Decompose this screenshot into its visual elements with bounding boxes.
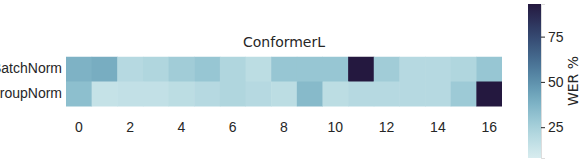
tick-label: 4 <box>178 119 186 135</box>
cell <box>143 57 169 83</box>
colorbar-label: WER % <box>565 56 581 106</box>
tick-mark <box>541 37 545 38</box>
cell <box>425 82 451 107</box>
cell <box>246 82 272 107</box>
tick: 4 <box>178 107 186 136</box>
colorbar <box>528 4 541 158</box>
title: ConformerL <box>243 34 325 50</box>
cell <box>297 57 323 83</box>
cell <box>348 57 374 83</box>
tick: 12 <box>379 107 395 136</box>
tick: 14 <box>430 107 446 136</box>
tick-label: 16 <box>481 119 497 135</box>
tick: 8 <box>280 107 288 136</box>
tick-label: 0 <box>75 119 83 135</box>
y-axis: BatchNorm GroupNorm <box>0 57 67 107</box>
tick-label: 12 <box>379 119 395 135</box>
tick-label: 2 <box>126 119 134 135</box>
cell <box>322 57 348 83</box>
cell <box>143 82 169 107</box>
axis-line <box>66 57 67 107</box>
tick: 10 <box>328 107 344 136</box>
cell <box>271 82 297 107</box>
tick: GroupNorm <box>0 85 66 101</box>
cell <box>194 57 220 83</box>
tick: 16 <box>481 107 497 136</box>
tick-label: 6 <box>229 119 237 135</box>
cell <box>297 82 323 107</box>
cell <box>451 57 477 83</box>
cells <box>66 57 502 107</box>
colorbar-axis: 25 50 75 <box>541 5 564 159</box>
tick: 50 <box>541 74 564 90</box>
cell <box>66 82 92 107</box>
cell <box>246 57 272 83</box>
cell <box>451 82 477 107</box>
cell <box>374 82 400 107</box>
tick-label: 50 <box>548 74 564 90</box>
x-axis: 0 2 4 6 8 10 12 14 16 <box>67 107 503 136</box>
tick: BatchNorm <box>0 60 66 76</box>
tick: 75 <box>541 29 564 45</box>
cell <box>374 57 400 83</box>
cell <box>476 82 502 107</box>
cell <box>169 57 195 83</box>
tick: 6 <box>229 107 237 136</box>
tick: 25 <box>541 119 564 135</box>
tick-label: 8 <box>280 119 288 135</box>
cell <box>220 82 246 107</box>
cell <box>476 57 502 83</box>
cell <box>348 82 374 107</box>
tick-label: 10 <box>328 119 344 135</box>
cell <box>322 82 348 107</box>
tick: 0 <box>75 107 83 136</box>
tick-label: 25 <box>548 119 564 135</box>
cell <box>220 57 246 83</box>
tick-label: BatchNorm <box>0 60 62 76</box>
cell <box>169 82 195 107</box>
tick: 2 <box>126 107 134 136</box>
cell <box>194 82 220 107</box>
cell <box>117 82 143 107</box>
cell <box>117 57 143 83</box>
tick-label: 14 <box>430 119 446 135</box>
tick-mark <box>541 82 545 83</box>
tick-mark <box>541 127 545 128</box>
cell <box>92 57 118 83</box>
cell <box>399 57 425 83</box>
cell <box>92 82 118 107</box>
cell <box>399 82 425 107</box>
cell <box>425 57 451 83</box>
chart: ConformerL 0 2 4 6 8 10 12 14 16 BatchNorm GroupNor… <box>0 0 586 162</box>
axis-line <box>542 5 546 159</box>
cell <box>271 57 297 83</box>
axis-line <box>67 107 503 108</box>
tick-label: 75 <box>548 29 564 45</box>
tick-label: GroupNorm <box>0 85 62 101</box>
cell <box>66 57 92 83</box>
